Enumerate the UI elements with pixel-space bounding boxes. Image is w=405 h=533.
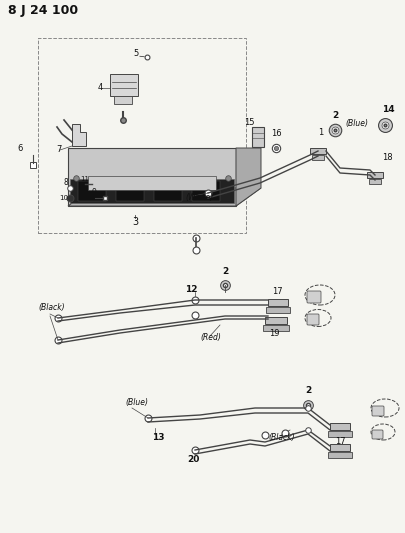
FancyBboxPatch shape — [110, 74, 138, 96]
FancyBboxPatch shape — [367, 172, 383, 178]
Text: 9: 9 — [91, 188, 96, 197]
FancyBboxPatch shape — [328, 431, 352, 437]
Bar — [68, 148, 236, 206]
Text: 13: 13 — [152, 433, 164, 442]
FancyBboxPatch shape — [330, 423, 350, 430]
Text: 7: 7 — [56, 145, 62, 154]
Text: 14: 14 — [382, 105, 394, 114]
FancyBboxPatch shape — [372, 430, 383, 439]
Text: 8: 8 — [64, 178, 69, 187]
FancyBboxPatch shape — [266, 307, 290, 313]
Bar — [154, 181, 182, 201]
FancyBboxPatch shape — [312, 155, 324, 160]
Polygon shape — [236, 148, 261, 206]
Polygon shape — [68, 188, 261, 206]
FancyBboxPatch shape — [263, 325, 289, 331]
Bar — [192, 181, 220, 201]
Text: (Black): (Black) — [268, 433, 294, 442]
Text: 2: 2 — [222, 267, 228, 276]
FancyBboxPatch shape — [307, 314, 319, 325]
Text: (White): (White) — [185, 193, 213, 202]
Text: 4: 4 — [98, 83, 103, 92]
Text: 12: 12 — [185, 285, 198, 294]
Bar — [88, 176, 216, 190]
FancyBboxPatch shape — [330, 444, 350, 451]
FancyBboxPatch shape — [328, 452, 352, 458]
Text: 1: 1 — [318, 128, 323, 137]
Text: 10: 10 — [59, 195, 68, 201]
FancyBboxPatch shape — [114, 96, 132, 104]
Text: 8 J 24 100: 8 J 24 100 — [8, 4, 78, 17]
Text: (Black): (Black) — [38, 303, 65, 312]
Text: 18: 18 — [382, 153, 392, 162]
FancyBboxPatch shape — [369, 179, 381, 184]
Text: (Blue): (Blue) — [345, 119, 368, 128]
Polygon shape — [72, 124, 86, 146]
Text: 17: 17 — [335, 437, 345, 446]
Text: 19: 19 — [269, 329, 279, 338]
Text: 2: 2 — [305, 386, 311, 395]
FancyBboxPatch shape — [307, 291, 321, 303]
Bar — [70, 179, 234, 203]
Bar — [252, 127, 264, 147]
FancyBboxPatch shape — [268, 299, 288, 306]
Bar — [38, 38, 246, 233]
Bar — [116, 181, 144, 201]
FancyBboxPatch shape — [310, 148, 326, 154]
Text: (Blue): (Blue) — [125, 398, 148, 407]
Text: (Red): (Red) — [200, 333, 221, 342]
FancyBboxPatch shape — [265, 317, 287, 324]
Text: 15: 15 — [244, 118, 254, 127]
Text: 11: 11 — [80, 176, 89, 182]
Text: 3: 3 — [132, 217, 138, 227]
Text: 5: 5 — [133, 49, 138, 58]
Text: 6: 6 — [17, 144, 23, 153]
Text: 17: 17 — [272, 287, 283, 296]
Text: 16: 16 — [271, 129, 281, 138]
Bar — [78, 181, 106, 201]
Text: 20: 20 — [187, 455, 199, 464]
Text: 2: 2 — [332, 111, 338, 120]
FancyBboxPatch shape — [372, 406, 384, 416]
